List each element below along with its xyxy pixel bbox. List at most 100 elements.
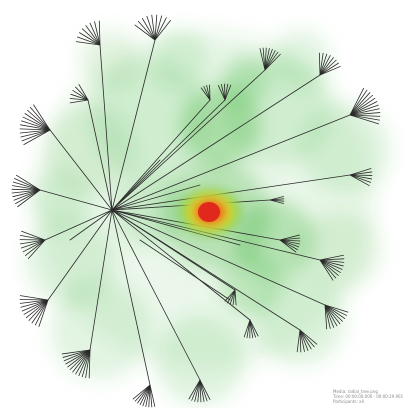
tree-edge — [111, 149, 175, 211]
tree-edge — [242, 114, 351, 159]
tree-edge — [349, 89, 368, 116]
tree-edge — [279, 234, 300, 241]
tree-edge — [149, 384, 153, 408]
tree-edge — [154, 20, 171, 41]
tree-edge — [111, 135, 227, 211]
heat-blob — [255, 275, 345, 365]
tree-edge — [349, 108, 380, 116]
tree-edge — [349, 112, 381, 116]
tree-edge — [78, 84, 89, 101]
tree-edge — [11, 188, 41, 191]
tree-edge — [111, 116, 137, 211]
tree-edge — [72, 198, 113, 211]
tree-edge — [349, 174, 370, 186]
tree-edge — [279, 237, 301, 241]
tree-edge — [12, 189, 41, 198]
tree-edge — [134, 24, 156, 41]
tree-edge — [279, 239, 300, 248]
tree-edge — [11, 185, 41, 191]
tree-edge — [217, 85, 226, 101]
tree-edge — [146, 15, 156, 41]
tree-edge — [145, 384, 151, 407]
tree-edge — [319, 52, 324, 76]
heat-blob — [220, 55, 270, 105]
tree-edge — [62, 349, 91, 358]
tree-edge — [197, 379, 201, 403]
legend-time: Time: 00:00:00.000 - 00:00:29.901 — [333, 394, 404, 399]
tree-edge — [81, 28, 101, 46]
tree-edge — [319, 66, 341, 76]
tree-edge — [75, 349, 91, 375]
tree-edge — [69, 98, 89, 101]
tree-edge — [349, 101, 378, 116]
heat-blob — [180, 85, 260, 165]
tree-edge — [23, 129, 51, 146]
tree-edge — [137, 20, 156, 41]
tree-edge — [99, 209, 113, 288]
tree-edge — [25, 299, 49, 319]
tree-edge — [39, 189, 73, 200]
tree-edge — [319, 55, 331, 76]
tree-edge — [319, 53, 328, 76]
tree-edge — [188, 379, 201, 400]
tree-edge — [264, 53, 281, 71]
tree-edge — [232, 289, 236, 306]
tree-edge — [349, 94, 373, 116]
tree-edge — [324, 304, 341, 325]
tree-edge — [165, 99, 211, 150]
tree-edge — [195, 69, 266, 134]
tree-edge — [85, 25, 101, 46]
tree-edge — [324, 304, 348, 316]
tree-edge — [299, 329, 309, 351]
heatmap-hotspot — [176, 186, 244, 238]
tree-edge — [65, 349, 91, 365]
tree-edge — [111, 149, 167, 211]
heat-blob — [300, 210, 380, 290]
tree-edge — [33, 104, 51, 131]
heat-blob — [300, 105, 390, 195]
hotspot-core — [198, 202, 220, 222]
tree-edge — [27, 109, 51, 131]
tree-edge — [194, 379, 201, 402]
tree-edge — [111, 209, 241, 246]
tree-edge — [69, 99, 89, 104]
tree-edge — [199, 379, 205, 403]
tree-edge — [141, 18, 156, 41]
heat-blob — [50, 280, 150, 380]
tree-edge — [21, 120, 51, 131]
tree-edge — [98, 149, 113, 211]
tree-edge — [349, 97, 376, 116]
legend-media: Media: radial_tree.png — [333, 389, 378, 394]
tree-edge — [249, 319, 254, 339]
tree-edge — [13, 189, 41, 201]
heatmap-legend: Media: radial_tree.png Time: 00:00:00.00… — [333, 389, 403, 404]
tree-edge — [349, 114, 380, 125]
tree-edge — [49, 129, 79, 167]
tree-edge — [89, 286, 101, 351]
tree-edge — [67, 349, 91, 368]
tree-edge — [111, 209, 230, 263]
heat-blob — [80, 30, 140, 90]
tree-edge — [19, 299, 49, 304]
tree-edge — [319, 259, 343, 270]
tree-edge — [159, 303, 201, 381]
tree-edge — [299, 329, 305, 352]
tree-edge — [318, 52, 321, 76]
tree-edge — [199, 379, 208, 402]
tree-edge — [20, 129, 51, 138]
tree-edge — [154, 15, 163, 41]
tree-edge — [279, 239, 298, 250]
tree-edge — [225, 237, 321, 261]
tree-edge — [87, 99, 100, 150]
tree-edge — [225, 74, 321, 137]
tree-edge — [299, 329, 312, 350]
tree-edge — [61, 349, 91, 355]
tree-edge — [324, 304, 346, 319]
tree-edge — [324, 304, 335, 328]
tree-edge — [319, 258, 345, 261]
tree-edge — [227, 289, 236, 304]
tree-edge — [319, 259, 339, 276]
gaze-heatmap — [25, 30, 390, 405]
tree-edge — [349, 174, 373, 180]
